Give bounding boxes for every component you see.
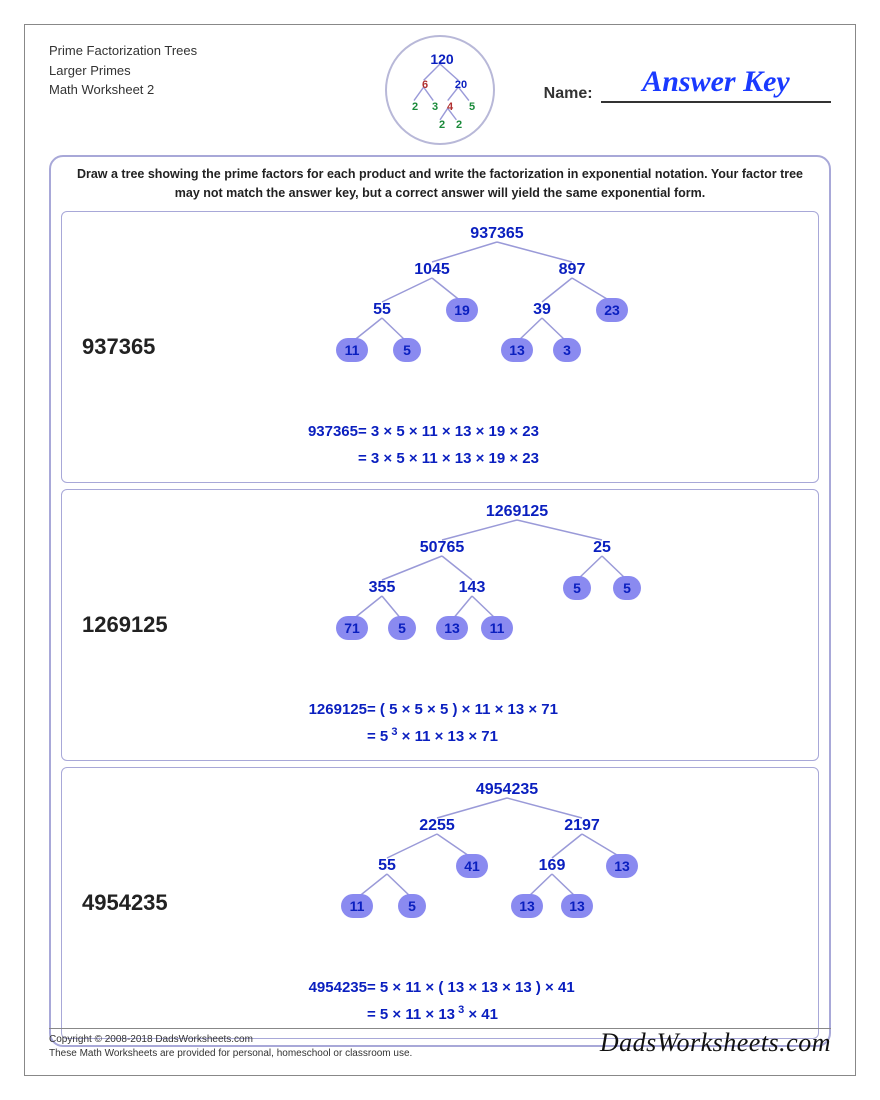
prime-node: 13 [501, 338, 533, 362]
factorization-answer: 937365 = 3 × 5 × 11 × 13 × 19 × 23= 3 × … [292, 418, 539, 472]
composite-node: 4954235 [476, 781, 538, 799]
factor-tree: 12691255076525355143557151311 [272, 498, 692, 668]
composite-node: 55 [373, 301, 391, 319]
name-value: Answer Key [601, 65, 831, 103]
prime-node: 23 [596, 298, 628, 322]
problem-box: 937365937365104589755193923115133937365 … [61, 211, 819, 483]
prime-node: 5 [393, 338, 421, 362]
factor-tree: 937365 1045 897 55 19 39 23 11 5 13 3 [272, 220, 692, 390]
problem-box: 4954235495423522552197554116913115131349… [61, 767, 819, 1039]
composite-node: 2197 [564, 817, 600, 835]
problem-box: 1269125126912550765253551435571513111269… [61, 489, 819, 761]
problem-number: 4954235 [82, 890, 168, 916]
header: Prime Factorization Trees Larger Primes … [25, 25, 855, 145]
logo-lr: 3 [432, 101, 438, 113]
prime-node: 5 [388, 616, 416, 640]
problems-container: 937365937365104589755193923115133937365 … [51, 211, 829, 1039]
composite-node: 2255 [419, 817, 455, 835]
footer: Copyright © 2008-2018 DadsWorksheets.com… [49, 1028, 831, 1061]
prime-node: 3 [553, 338, 581, 362]
logo-rr: 5 [469, 101, 475, 113]
logo-l: 6 [422, 79, 428, 91]
composite-node: 25 [593, 539, 611, 557]
brand-logo: DadsWorksheets.com [600, 1025, 831, 1061]
logo-rl: 4 [447, 101, 453, 113]
meta-line-3: Math Worksheet 2 [49, 80, 197, 100]
prime-node: 11 [341, 894, 373, 918]
composite-node: 897 [559, 261, 586, 279]
composite-node: 169 [539, 857, 566, 875]
instructions: Draw a tree showing the prime factors fo… [63, 165, 817, 203]
worksheet-page: Prime Factorization Trees Larger Primes … [24, 24, 856, 1076]
logo-ll: 2 [412, 101, 418, 113]
name-label: Name: [544, 85, 593, 102]
meta-line-1: Prime Factorization Trees [49, 41, 197, 61]
logo-r: 20 [455, 79, 467, 91]
composite-node: 1045 [414, 261, 450, 279]
logo-rlr: 2 [456, 119, 462, 131]
prime-node: 13 [561, 894, 593, 918]
prime-node: 11 [336, 338, 368, 362]
name-field: Name: Answer Key [544, 65, 831, 103]
factorization-answer: 4954235 = 5 × 11 × ( 13 × 13 × 13 ) × 41… [292, 974, 575, 1028]
logo-rll: 2 [439, 119, 445, 131]
prime-node: 13 [606, 854, 638, 878]
factorization-answer: 1269125 = ( 5 × 5 × 5 ) × 11 × 13 × 71= … [292, 696, 558, 750]
composite-node: 50765 [420, 539, 465, 557]
prime-node: 19 [446, 298, 478, 322]
prime-node: 13 [511, 894, 543, 918]
problem-number: 1269125 [82, 612, 168, 638]
logo-root: 120 [430, 51, 453, 67]
prime-node: 41 [456, 854, 488, 878]
composite-node: 937365 [470, 225, 523, 243]
prime-node: 5 [398, 894, 426, 918]
composite-node: 1269125 [486, 503, 548, 521]
composite-node: 143 [459, 579, 486, 597]
composite-node: 39 [533, 301, 551, 319]
meta-line-2: Larger Primes [49, 61, 197, 81]
composite-node: 55 [378, 857, 396, 875]
prime-node: 11 [481, 616, 513, 640]
logo-tree-icon: 120 6 20 2 3 4 5 2 2 [385, 35, 495, 145]
composite-node: 355 [369, 579, 396, 597]
factor-tree: 4954235 2255 2197 55 41 169 13 11 5 13 13 [272, 776, 692, 946]
prime-node: 13 [436, 616, 468, 640]
prime-node: 5 [613, 576, 641, 600]
prime-node: 71 [336, 616, 368, 640]
main-frame: Draw a tree showing the prime factors fo… [49, 155, 831, 1047]
prime-node: 5 [563, 576, 591, 600]
worksheet-meta: Prime Factorization Trees Larger Primes … [49, 41, 197, 100]
problem-number: 937365 [82, 334, 155, 360]
